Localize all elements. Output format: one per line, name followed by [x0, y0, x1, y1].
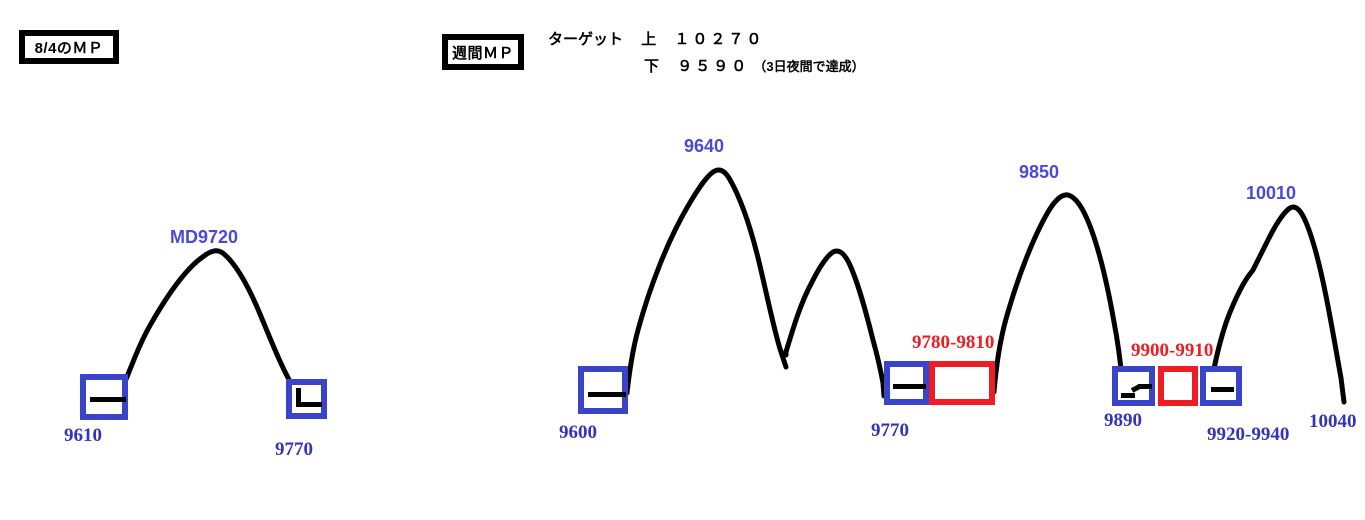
right-chart-label-9900-9910: 9900-9910: [1131, 340, 1214, 361]
target-upper-side: 上: [641, 31, 657, 48]
right-box-9600-tick: [588, 392, 626, 397]
right-chart-peak-label-9850: 9850: [1019, 162, 1060, 182]
target-text-block: ターゲット 上 １０２７０ 下 ９５９０ （3日夜間で達成）: [548, 26, 865, 80]
right-chart-label-9780-9810: 9780-9810: [912, 332, 995, 353]
title-box-left-chart: 8/4のＭＰ: [19, 30, 119, 64]
left-box-9770-tick-horizontal: [296, 402, 322, 407]
right-chart-peak-label-9640: 9640: [684, 136, 725, 156]
right-box-9920-9940-tick: [1211, 387, 1234, 392]
right-chart-label-9920-9940: 9920-9940: [1207, 424, 1290, 445]
target-row-lower: 下 ９５９０ （3日夜間で達成）: [548, 53, 865, 80]
right-box-9890-tick-upper: [1138, 384, 1152, 389]
right-chart-box-9770[interactable]: [884, 361, 929, 405]
target-label: ターゲット: [548, 31, 624, 48]
right-box-9890-tick-lower: [1121, 393, 1135, 398]
right-chart-curve-peak1: [624, 167, 789, 396]
left-chart-label-9770: 9770: [275, 439, 313, 460]
right-chart-label-9600: 9600: [559, 422, 597, 443]
target-row-upper: ターゲット 上 １０２７０: [548, 26, 865, 53]
right-chart-box-9780-9810[interactable]: [929, 361, 995, 405]
left-chart-box-9770[interactable]: [286, 379, 327, 419]
right-chart-box-9900-9910[interactable]: [1158, 366, 1198, 406]
target-upper-value: １０２７０: [674, 31, 765, 48]
right-chart-label-10040: 10040: [1309, 411, 1357, 432]
left-chart-curve: [121, 248, 300, 403]
left-chart-box-9610[interactable]: [80, 374, 128, 420]
right-chart-box-9600[interactable]: [578, 366, 628, 414]
left-chart-peak-label: MD9720: [170, 227, 239, 247]
title-box-right-chart: 週間ＭＰ: [442, 34, 524, 70]
target-lower-value: ９５９０: [677, 58, 750, 75]
right-chart-label-9890: 9890: [1104, 410, 1142, 431]
right-chart-curve-peak2: [783, 248, 887, 399]
target-lower-note: （3日夜間で達成）: [753, 59, 865, 74]
right-chart-box-9920-9940[interactable]: [1200, 366, 1242, 406]
right-box-9770-tick: [893, 384, 926, 389]
title-box-left-label: 8/4のＭＰ: [34, 39, 104, 57]
left-box-9610-tick: [90, 397, 126, 402]
right-chart-curve-peak3: [991, 192, 1125, 398]
right-chart-box-9890[interactable]: [1112, 366, 1155, 406]
left-box-9770-tick-vertical: [296, 388, 301, 406]
right-chart-label-9770: 9770: [871, 420, 909, 441]
right-chart-peak-label-10010: 10010: [1246, 183, 1297, 203]
title-box-right-label: 週間ＭＰ: [451, 44, 514, 62]
left-chart-label-9610: 9610: [64, 425, 102, 446]
target-lower-side: 下: [644, 58, 660, 75]
